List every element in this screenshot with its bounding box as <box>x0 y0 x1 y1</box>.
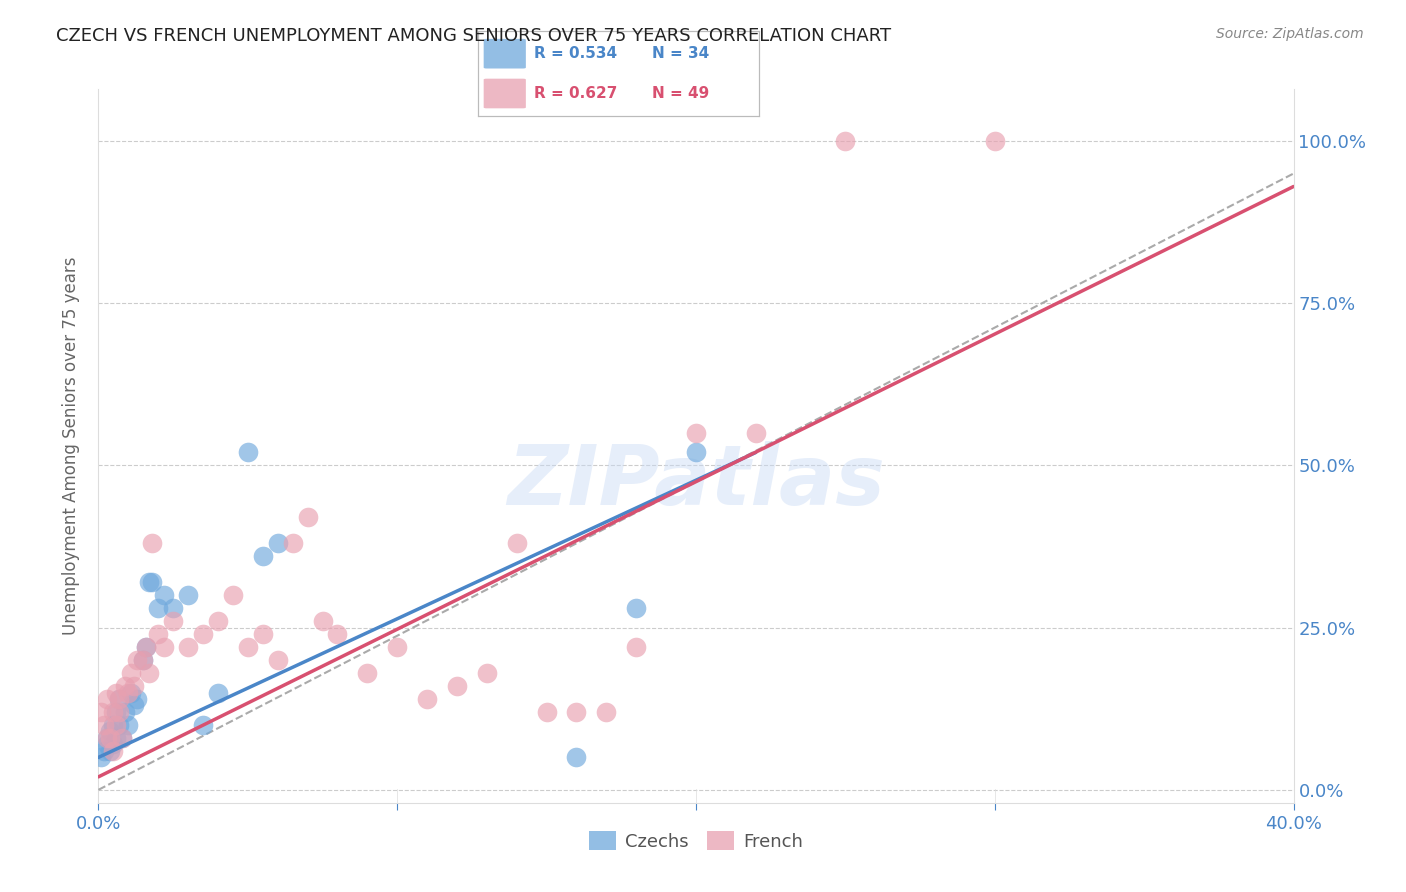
Point <box>207 685 229 699</box>
Point <box>108 718 131 732</box>
Point <box>90 750 112 764</box>
Point <box>148 601 170 615</box>
Point <box>191 627 214 641</box>
Point <box>111 731 134 745</box>
Point <box>311 614 333 628</box>
Point <box>93 718 115 732</box>
Point <box>124 698 146 713</box>
Point <box>326 627 349 641</box>
Text: Source: ZipAtlas.com: Source: ZipAtlas.com <box>1216 27 1364 41</box>
Point <box>98 724 122 739</box>
Point <box>117 685 139 699</box>
Point <box>745 425 768 440</box>
Point <box>103 718 125 732</box>
Point <box>135 640 157 654</box>
Point <box>141 536 163 550</box>
Text: N = 49: N = 49 <box>652 86 710 101</box>
Point <box>103 744 125 758</box>
Point <box>120 685 142 699</box>
Point <box>236 640 259 654</box>
Point <box>132 653 155 667</box>
Point <box>111 731 134 745</box>
Point <box>191 718 214 732</box>
Point <box>127 692 149 706</box>
Point <box>105 705 128 719</box>
Point <box>138 575 160 590</box>
Point <box>98 744 122 758</box>
Point <box>148 627 170 641</box>
Point <box>475 666 498 681</box>
Point <box>565 750 588 764</box>
Text: R = 0.534: R = 0.534 <box>534 45 617 61</box>
Point <box>685 445 707 459</box>
Point <box>297 510 319 524</box>
Point <box>132 653 155 667</box>
Point <box>446 679 468 693</box>
Point <box>108 692 131 706</box>
FancyBboxPatch shape <box>484 78 526 108</box>
Point <box>96 692 118 706</box>
Text: ZIPatlas: ZIPatlas <box>508 442 884 522</box>
Point <box>385 640 409 654</box>
Point <box>207 614 229 628</box>
Point <box>98 731 122 745</box>
Point <box>984 134 1007 148</box>
Point <box>103 705 125 719</box>
Point <box>135 640 157 654</box>
Point <box>685 425 707 440</box>
Point <box>153 640 176 654</box>
Point <box>506 536 529 550</box>
Point <box>281 536 304 550</box>
Point <box>114 679 136 693</box>
Point <box>267 653 290 667</box>
Legend: Czechs, French: Czechs, French <box>582 824 810 858</box>
Text: CZECH VS FRENCH UNEMPLOYMENT AMONG SENIORS OVER 75 YEARS CORRELATION CHART: CZECH VS FRENCH UNEMPLOYMENT AMONG SENIO… <box>56 27 891 45</box>
Point <box>252 549 274 564</box>
Point <box>252 627 274 641</box>
Point <box>90 705 112 719</box>
Point <box>93 744 115 758</box>
Point <box>153 588 176 602</box>
Point <box>236 445 259 459</box>
Point <box>177 588 200 602</box>
Point <box>565 705 588 719</box>
Point <box>108 705 131 719</box>
Point <box>626 640 648 654</box>
Point <box>103 738 125 752</box>
FancyBboxPatch shape <box>484 39 526 69</box>
Point <box>162 601 184 615</box>
Point <box>117 718 139 732</box>
Point <box>127 653 149 667</box>
Point <box>114 705 136 719</box>
Point <box>120 666 142 681</box>
Point <box>356 666 378 681</box>
Point <box>108 692 131 706</box>
Point <box>162 614 184 628</box>
Point <box>222 588 245 602</box>
Text: R = 0.627: R = 0.627 <box>534 86 617 101</box>
Point <box>96 738 118 752</box>
Point <box>105 685 128 699</box>
Point <box>105 731 128 745</box>
Point <box>96 731 118 745</box>
Point <box>124 679 146 693</box>
Point <box>138 666 160 681</box>
Point <box>536 705 558 719</box>
Point <box>626 601 648 615</box>
Point <box>416 692 439 706</box>
Point <box>96 731 118 745</box>
Point <box>177 640 200 654</box>
Point <box>141 575 163 590</box>
Point <box>834 134 856 148</box>
Point <box>105 718 128 732</box>
Point <box>595 705 617 719</box>
Y-axis label: Unemployment Among Seniors over 75 years: Unemployment Among Seniors over 75 years <box>62 257 80 635</box>
Point <box>267 536 290 550</box>
Text: N = 34: N = 34 <box>652 45 710 61</box>
